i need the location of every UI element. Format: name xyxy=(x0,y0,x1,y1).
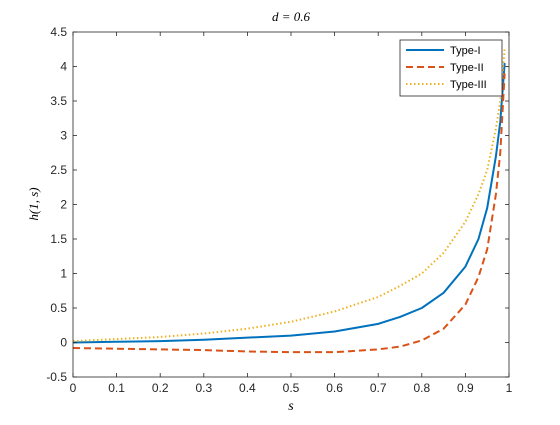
ticks-layer: 0 0.1 0.2 0.3 0.4 0.5 0.6 0.7 0.8 0.9 1-0.500.511.… xyxy=(46,25,512,395)
x-tick-label: 0.8 xyxy=(413,381,430,395)
y-tick-label: 4.5 xyxy=(50,25,67,39)
y-tick-label: 0 xyxy=(60,336,67,350)
y-tick-label: 1.5 xyxy=(50,232,67,246)
x-tick-label: 0.3 xyxy=(195,381,212,395)
x-tick-label: 0.1 xyxy=(108,381,125,395)
x-tick-label: 0.7 xyxy=(370,381,387,395)
y-tick-label: 4 xyxy=(60,60,67,74)
x-tick-label: 0.9 xyxy=(457,381,474,395)
series-line-3 xyxy=(72,49,506,343)
x-tick-label: 0.4 xyxy=(239,381,256,395)
legend-label-3: Type-III xyxy=(450,79,487,91)
y-tick-label: 0.5 xyxy=(50,301,67,315)
y-tick-label: -0.5 xyxy=(46,370,67,384)
x-tick-label: 0.2 xyxy=(152,381,169,395)
series-layer xyxy=(72,49,506,354)
x-axis-label: s xyxy=(288,399,294,414)
x-tick-label: 1 xyxy=(506,381,513,395)
legend: Type-I Type-II Type-III xyxy=(399,39,503,97)
legend-label-1: Type-I xyxy=(450,45,481,57)
y-tick-label: 3 xyxy=(60,129,67,143)
y-tick-label: 2 xyxy=(60,198,67,212)
legend-label-2: Type-II xyxy=(450,62,484,74)
x-tick-label: 0.6 xyxy=(326,381,343,395)
y-tick-label: 2.5 xyxy=(50,163,67,177)
series-line-1 xyxy=(72,62,506,344)
chart-title: d = 0.6 xyxy=(272,9,311,24)
series-line-2 xyxy=(72,73,506,354)
x-tick-label: 0.5 xyxy=(283,381,300,395)
y-tick-label: 3.5 xyxy=(50,94,67,108)
x-tick-label: 0 xyxy=(70,381,77,395)
y-axis-label: h(1, s) xyxy=(26,187,41,220)
y-tick-label: 1 xyxy=(60,267,67,281)
